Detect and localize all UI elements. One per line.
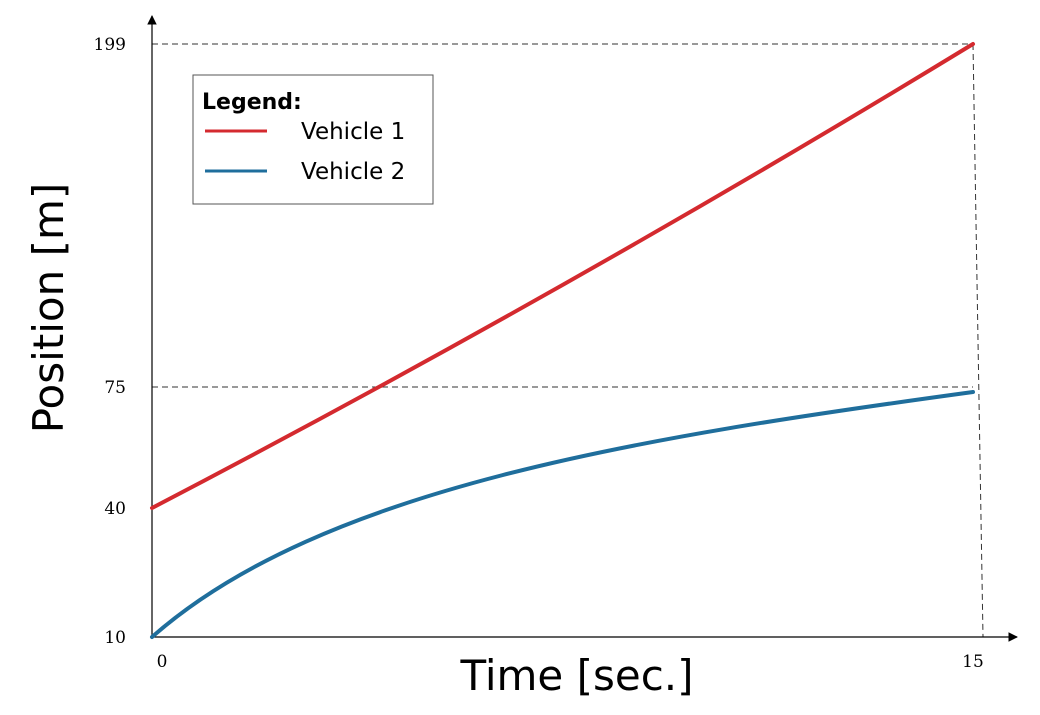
series-layer xyxy=(150,42,975,639)
legend-label: Vehicle 2 xyxy=(301,159,405,185)
series-line-vehicle-2 xyxy=(150,390,975,639)
reference-dashed-line xyxy=(972,43,984,638)
series-line-vehicle-1 xyxy=(150,42,975,510)
x-axis-title: Time [sec.] xyxy=(459,651,693,700)
y-axis-title: Position [m] xyxy=(24,183,73,434)
legend-label: Vehicle 1 xyxy=(301,119,405,145)
legend: Legend: Vehicle 1 Vehicle 2 xyxy=(192,74,434,205)
legend-items: Vehicle 1 Vehicle 2 xyxy=(205,119,405,185)
x-tick-label: 15 xyxy=(962,652,984,672)
y-tick-label: 40 xyxy=(104,499,126,519)
y-tick-labels: 10 40 75 199 xyxy=(94,35,126,648)
y-tick-label: 199 xyxy=(94,35,126,55)
legend-title: Legend: xyxy=(202,90,302,115)
reference-lines xyxy=(152,43,984,638)
y-tick-label: 75 xyxy=(104,378,126,398)
legend-box xyxy=(192,74,434,205)
y-tick-label: 10 xyxy=(104,628,126,648)
x-tick-labels: 0 15 xyxy=(157,652,984,672)
x-tick-label: 0 xyxy=(157,652,168,672)
